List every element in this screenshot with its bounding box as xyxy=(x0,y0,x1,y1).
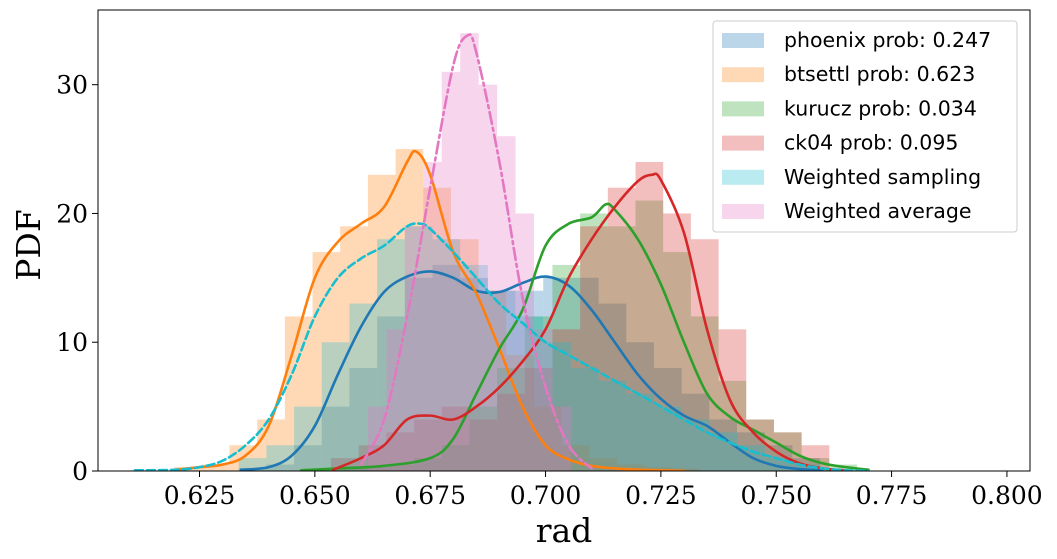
legend-swatch xyxy=(722,169,764,185)
hist-bar-kurucz xyxy=(718,380,747,471)
hist-bar-kurucz xyxy=(580,213,608,471)
x-tick-label: 0.750 xyxy=(740,481,812,510)
hist-bar-ck04 xyxy=(580,226,608,471)
hist-bar-kurucz xyxy=(469,406,498,471)
hist-bar-kurucz xyxy=(331,468,359,471)
hist-bar-btsettl xyxy=(284,316,313,471)
legend-frame xyxy=(712,20,1018,233)
hist-bar-kurucz xyxy=(663,252,691,471)
hist-bar-weighted-average xyxy=(497,136,516,471)
y-tick-label: 10 xyxy=(56,328,88,357)
y-axis-ticks: 0 10 20 30 xyxy=(56,71,98,486)
hist-bar-phoenix xyxy=(653,367,682,471)
hist-bar-phoenix xyxy=(598,303,627,471)
y-tick-label: 0 xyxy=(72,457,88,486)
y-axis-label: PDF xyxy=(9,209,48,281)
hist-bar-kurucz xyxy=(358,467,387,471)
hist-bar-weighted-sampling xyxy=(626,393,654,471)
hist-bar-weighted-average xyxy=(404,226,424,471)
x-tick-label: 0.650 xyxy=(279,481,351,510)
hist-bar-kurucz xyxy=(690,316,719,471)
x-tick-label: 0.800 xyxy=(971,481,1043,510)
x-tick-label: 0.700 xyxy=(510,481,582,510)
hist-bar-weighted-sampling xyxy=(598,380,627,471)
hist-bar-btsettl xyxy=(367,174,396,471)
legend-swatch xyxy=(722,101,764,117)
hist-bar-ck04 xyxy=(497,393,525,471)
hist-bar-btsettl xyxy=(534,406,562,471)
hist-bar-btsettl xyxy=(340,226,368,471)
hist-bar-weighted-average xyxy=(423,161,442,471)
x-tick-label: 0.675 xyxy=(394,481,466,510)
legend-label: Weighted sampling xyxy=(784,165,981,189)
hist-bar-phoenix xyxy=(515,290,544,471)
kde-curve-btsettl xyxy=(175,149,686,471)
x-tick-label: 0.775 xyxy=(856,481,928,510)
hist-bar-btsettl xyxy=(617,464,645,471)
hist-bar-weighted-sampling xyxy=(681,419,710,471)
legend-swatch xyxy=(722,33,764,48)
legend-swatch xyxy=(722,204,764,219)
hist-bar-btsettl xyxy=(201,464,230,471)
hist-bar-phoenix xyxy=(543,277,571,471)
hist-bar-weighted-average xyxy=(386,329,405,471)
kde-curves xyxy=(133,33,870,471)
hist-bar-kurucz xyxy=(635,200,664,471)
legend: phoenix prob: 0.247 btsettl prob: 0.623 ku… xyxy=(712,20,1018,233)
y-tick-label: 20 xyxy=(56,199,88,228)
hist-bar-ck04 xyxy=(607,187,636,471)
legend-swatch xyxy=(722,135,764,151)
hist-bar-weighted-sampling xyxy=(321,342,350,471)
x-tick-label: 0.625 xyxy=(164,481,236,510)
legend-label: phoenix prob: 0.247 xyxy=(784,28,991,52)
hist-bar-phoenix xyxy=(570,277,599,471)
hist-bar-weighted-average xyxy=(441,71,461,471)
hist-bar-weighted-sampling xyxy=(792,464,821,471)
plot-frame xyxy=(97,9,1031,472)
hist-bar-weighted-sampling xyxy=(460,264,488,471)
hist-bar-weighted-sampling xyxy=(543,342,571,471)
hist-bar-ck04 xyxy=(635,161,664,471)
y-tick-label: 30 xyxy=(56,71,88,100)
legend-label: btsettl prob: 0.623 xyxy=(784,62,975,86)
hist-bar-phoenix xyxy=(266,464,295,471)
kde-curve-kurucz xyxy=(299,202,870,471)
hist-bar-weighted-average xyxy=(460,33,479,471)
hist-bar-kurucz xyxy=(607,226,636,471)
hist-bar-weighted-sampling xyxy=(404,226,433,471)
hist-bar-phoenix xyxy=(681,393,710,471)
hist-bar-phoenix xyxy=(321,406,350,471)
hist-bar-kurucz xyxy=(441,445,470,471)
hist-bar-weighted-average xyxy=(515,213,535,471)
legend-label: kurucz prob: 0.034 xyxy=(784,96,977,120)
hist-bar-kurucz xyxy=(386,464,415,471)
hist-bar-btsettl xyxy=(672,468,701,471)
kde-curve-weighted-sampling xyxy=(133,222,870,471)
hist-bar-weighted-average xyxy=(478,84,498,471)
legend-swatch xyxy=(722,67,764,83)
hist-bar-kurucz xyxy=(552,264,581,471)
legend-label: Weighted average xyxy=(784,199,971,223)
hist-bar-ck04 xyxy=(469,419,498,471)
x-axis-ticks: 0.625 0.650 0.675 0.700 0.725 0.750 0.775 0.800 xyxy=(164,471,1043,510)
hist-bar-weighted-sampling xyxy=(653,406,682,471)
legend-label: ck04 prob: 0.095 xyxy=(784,131,958,155)
kde-curve-ck04 xyxy=(332,172,847,471)
hist-bar-btsettl xyxy=(312,252,341,471)
hist-bar-weighted-sampling xyxy=(349,303,378,471)
x-tick-label: 0.725 xyxy=(625,481,697,510)
kde-curve-weighted-average xyxy=(359,33,593,470)
hist-bar-ck04 xyxy=(663,213,691,471)
x-axis-label: rad xyxy=(536,511,593,550)
